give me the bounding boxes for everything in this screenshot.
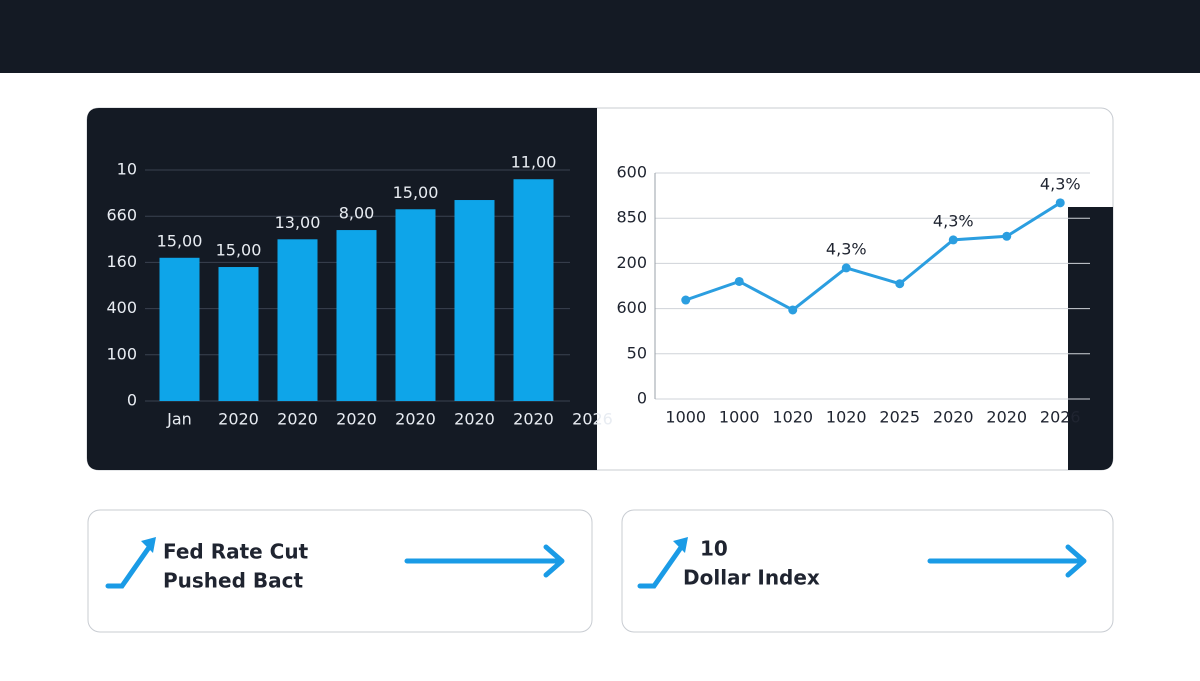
x-tick-label: 2026 [572, 410, 613, 429]
x-tick-label: 2025 [879, 408, 920, 427]
y-tick-label: 400 [106, 298, 137, 317]
point [841, 263, 851, 273]
card-line2: Pushed Bact [163, 569, 303, 593]
y-tick-label: 600 [616, 163, 647, 182]
x-tick-label: Jan [166, 410, 192, 429]
card-line1: Fed Rate Cut [163, 540, 309, 564]
point [895, 279, 905, 289]
x-tick-label: 2020 [395, 410, 436, 429]
point [1002, 231, 1012, 241]
x-tick-label: 2020 [513, 410, 554, 429]
card-line1: 10 [700, 537, 728, 561]
x-tick-label: 2020 [454, 410, 495, 429]
x-tick-label: 1000 [719, 408, 760, 427]
x-tick-label: 1020 [772, 408, 813, 427]
value-label: 4,3% [933, 211, 974, 230]
point [734, 276, 744, 286]
card-box [87, 509, 593, 633]
y-tick-label: 0 [127, 391, 137, 410]
trend-icon [105, 543, 153, 589]
y-tick-label: 10 [117, 160, 137, 179]
y-tick-label: 160 [106, 252, 137, 271]
x-tick-label: 2020 [277, 410, 318, 429]
x-tick-label: 1000 [665, 408, 706, 427]
value-label: 8,00 [339, 204, 375, 223]
line [685, 201, 1062, 312]
value-label: 11,00 [511, 153, 557, 172]
card-box [621, 509, 1114, 633]
card-line2: Dollar Index [683, 566, 820, 590]
value-label: 15,00 [157, 231, 203, 250]
value-label: 15,00 [216, 241, 262, 260]
y-tick-label: 200 [616, 253, 647, 272]
value-label: 4,3% [826, 239, 867, 258]
bar [159, 257, 200, 401]
point [681, 295, 691, 305]
card[interactable]: Fed Rate Cut Pushed Bact [87, 509, 593, 633]
x-tick-label: 2020 [336, 410, 377, 429]
bar [336, 230, 377, 401]
trend-icon [637, 543, 685, 589]
x-tick-label: 2026 [1040, 408, 1081, 427]
point [948, 235, 958, 245]
trend-icon-head [673, 537, 688, 553]
y-tick-label: 50 [627, 343, 647, 362]
bar [395, 209, 436, 401]
y-tick-label: 100 [106, 344, 137, 363]
arrow [927, 544, 1087, 578]
bar [277, 239, 318, 401]
point [788, 305, 798, 315]
x-tick-label: 2020 [218, 410, 259, 429]
y-tick-label: 660 [106, 206, 137, 225]
dark-strip [1068, 207, 1113, 470]
y-tick-label: 850 [616, 208, 647, 227]
trend-icon-head [141, 537, 156, 553]
arrow [404, 544, 565, 578]
y-tick-label: 600 [616, 298, 647, 317]
bar [454, 200, 495, 401]
value-label: 4,3% [1040, 174, 1081, 193]
y-tick-label: 0 [637, 389, 647, 408]
bar [513, 179, 554, 401]
top-bar [0, 0, 1200, 73]
card[interactable]: 10 Dollar Index [621, 509, 1114, 633]
x-tick-label: 2020 [933, 408, 974, 427]
x-tick-label: 1020 [826, 408, 867, 427]
point [1055, 198, 1065, 208]
x-tick-label: 2020 [986, 408, 1027, 427]
value-label: 15,00 [393, 183, 439, 202]
bar [218, 267, 259, 401]
value-label: 13,00 [275, 213, 321, 232]
